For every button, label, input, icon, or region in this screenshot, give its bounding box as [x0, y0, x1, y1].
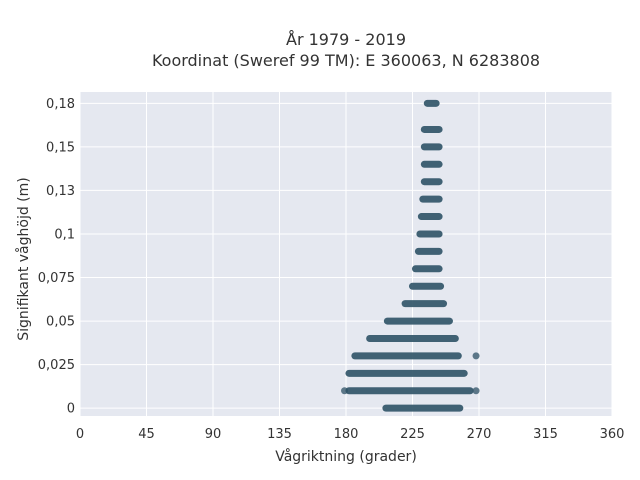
- data-band: [414, 247, 443, 255]
- y-tick-label: 0,1: [54, 227, 75, 242]
- data-band: [417, 213, 443, 221]
- x-tick-label: 90: [205, 427, 222, 442]
- x-tick-labels: 0 45 90 135 180 225 270 315 360: [76, 427, 625, 442]
- data-band: [420, 160, 443, 168]
- data-point: [472, 352, 480, 360]
- data-point: [472, 387, 480, 395]
- data-band: [420, 125, 443, 133]
- y-tick-label: 0,075: [38, 271, 75, 286]
- data-band: [366, 334, 459, 342]
- data-band: [345, 369, 468, 377]
- y-tick-label: 0,05: [46, 315, 75, 330]
- x-tick-label: 180: [334, 427, 359, 442]
- chart-title-line-2: Koordinat (Sweref 99 TM): E 360063, N 62…: [152, 51, 540, 70]
- chart-title-line-1: År 1979 - 2019: [286, 30, 406, 49]
- y-tick-label: 0,025: [38, 358, 75, 373]
- data-band: [345, 387, 474, 395]
- y-tick-label: 0,13: [46, 184, 75, 199]
- y-tick-label: 0,18: [46, 97, 75, 112]
- x-axis-label: Vågriktning (grader): [275, 448, 417, 465]
- x-tick-label: 315: [533, 427, 558, 442]
- data-band: [419, 195, 443, 203]
- data-band: [423, 99, 440, 107]
- data-point: [341, 387, 349, 395]
- x-tick-label: 360: [600, 427, 625, 442]
- data-band: [420, 143, 443, 151]
- data-band: [416, 230, 443, 238]
- data-band: [411, 265, 443, 273]
- data-band: [409, 282, 445, 290]
- x-tick-label: 135: [267, 427, 292, 442]
- x-tick-label: 270: [467, 427, 492, 442]
- data-band: [382, 404, 464, 412]
- data-band: [383, 317, 453, 325]
- x-tick-label: 0: [76, 427, 84, 442]
- grid-lines: [79, 92, 613, 416]
- y-axis-label: Signifikant våghöjd (m): [15, 177, 32, 340]
- data-points: [341, 99, 480, 412]
- data-band: [351, 352, 462, 360]
- data-band: [420, 178, 443, 186]
- y-tick-label: 0: [67, 402, 75, 417]
- y-tick-label: 0,15: [46, 140, 75, 155]
- x-tick-label: 225: [400, 427, 425, 442]
- data-band: [401, 300, 448, 308]
- x-tick-label: 45: [138, 427, 155, 442]
- y-tick-labels: 0 0,025 0,05 0,075 0,1 0,13 0,15 0,18: [38, 97, 75, 417]
